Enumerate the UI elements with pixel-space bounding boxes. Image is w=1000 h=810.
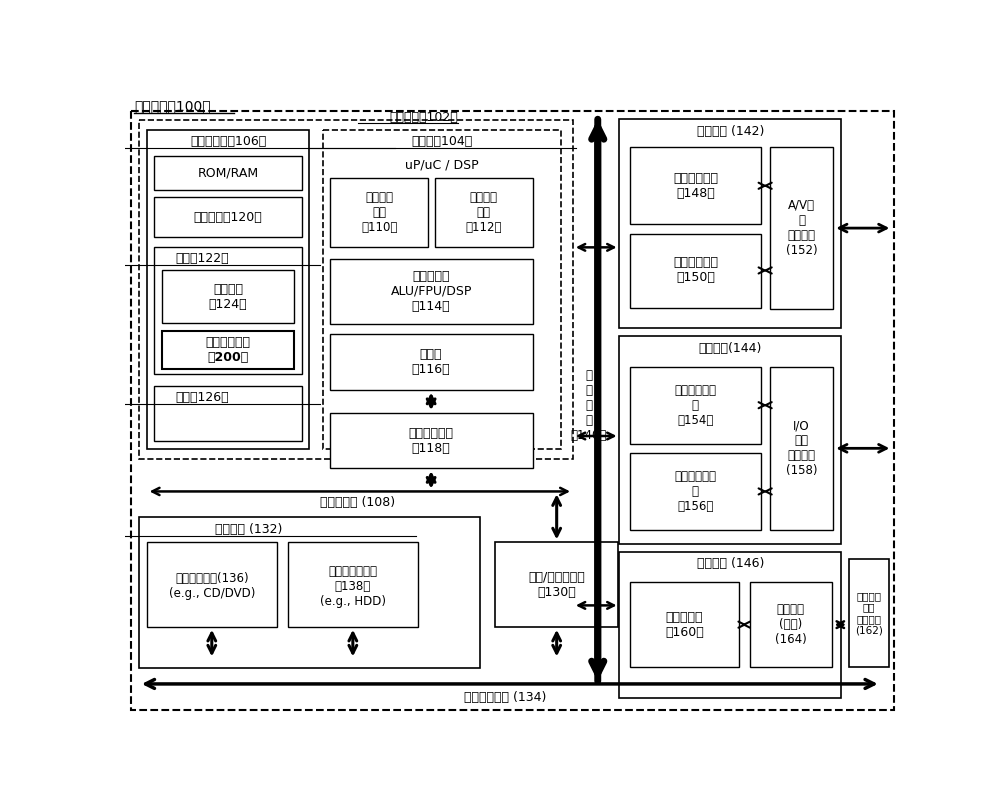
Bar [162, 330, 294, 369]
Bar [154, 386, 302, 441]
Text: 系统存储器（106）: 系统存储器（106） [190, 135, 266, 148]
Bar [330, 178, 428, 247]
Bar [288, 542, 418, 627]
Bar [619, 552, 841, 697]
Bar [619, 119, 841, 328]
Bar [330, 259, 533, 324]
Text: 其他应用
（124）: 其他应用 （124） [209, 284, 247, 311]
Text: 图像处理单元
（148）: 图像处理单元 （148） [673, 172, 718, 200]
Text: 输出设备 (142): 输出设备 (142) [697, 126, 764, 139]
Text: 基本配置（102）: 基本配置（102） [390, 111, 458, 124]
Text: 接
口
总
线
（140）: 接 口 总 线 （140） [570, 369, 607, 441]
Bar [630, 147, 761, 224]
Text: 总线/接口控制器
（130）: 总线/接口控制器 （130） [528, 570, 585, 599]
Text: 操作系统（120）: 操作系统（120） [194, 211, 262, 224]
Bar [154, 156, 302, 190]
Text: 寄存器
（116）: 寄存器 （116） [412, 348, 450, 376]
Text: 存储器总线 (108): 存储器总线 (108) [320, 497, 395, 509]
Bar [330, 413, 533, 468]
Bar [619, 336, 841, 544]
Text: I/O
端口
（多个）
(158): I/O 端口 （多个） (158) [786, 420, 817, 477]
Bar [147, 542, 277, 627]
Bar [630, 234, 761, 308]
Bar [139, 121, 573, 459]
Text: 二级高速
缓存
（112）: 二级高速 缓存 （112） [466, 191, 502, 234]
Bar [750, 582, 832, 667]
Text: 应用（122）: 应用（122） [176, 253, 229, 266]
Text: 外设接口(144): 外设接口(144) [699, 342, 762, 355]
Bar [630, 453, 761, 530]
Text: uP/uC / DSP: uP/uC / DSP [405, 159, 479, 172]
Text: 处理器核心
ALU/FPU/DSP
（114）: 处理器核心 ALU/FPU/DSP （114） [390, 270, 472, 313]
Bar [147, 130, 309, 449]
Text: 不可移除储存器
（138）
(e.g., HDD): 不可移除储存器 （138） (e.g., HDD) [320, 565, 386, 608]
Bar [770, 367, 833, 530]
Bar [630, 582, 739, 667]
Bar [435, 178, 533, 247]
Text: 储存设备 (132): 储存设备 (132) [215, 523, 283, 536]
Bar [154, 247, 302, 374]
Text: 通信设备 (146): 通信设备 (146) [697, 557, 764, 570]
Text: 串行接口控制
器
（154）: 串行接口控制 器 （154） [674, 384, 716, 427]
Bar [770, 147, 833, 309]
Bar [330, 335, 533, 390]
Bar [162, 271, 294, 323]
Text: 处理器（104）: 处理器（104） [411, 135, 473, 148]
Bar [630, 367, 761, 444]
Text: 网络控制器
（160）: 网络控制器 （160） [665, 611, 704, 638]
Text: ROM/RAM: ROM/RAM [198, 166, 259, 179]
Text: 计算设备（100）: 计算设备（100） [134, 100, 211, 113]
Bar [154, 198, 302, 237]
Text: 并行接口控制
器
（156）: 并行接口控制 器 （156） [674, 470, 716, 513]
Text: A/V端
口
（多个）
(152): A/V端 口 （多个） (152) [786, 199, 817, 257]
Text: 一级高速
缓存
（110）: 一级高速 缓存 （110） [361, 191, 397, 234]
Text: 存储器控制器
（118）: 存储器控制器 （118） [409, 427, 454, 454]
Text: 通信端口
(多个)
(164): 通信端口 (多个) (164) [775, 603, 807, 646]
Text: 数据（126）: 数据（126） [176, 391, 229, 404]
Text: 图像分割应用
（200）: 图像分割应用 （200） [206, 336, 251, 364]
Bar [323, 130, 561, 449]
Bar [139, 517, 480, 667]
Text: 可移除储存器(136)
(e.g., CD/DVD): 可移除储存器(136) (e.g., CD/DVD) [169, 572, 255, 600]
Bar [849, 559, 889, 667]
Text: 音频处理单元
（150）: 音频处理单元 （150） [673, 257, 718, 284]
Text: 储存接口总线 (134): 储存接口总线 (134) [464, 691, 546, 704]
Bar [495, 542, 618, 627]
Text: 其他计算
设备
（多个）
(162): 其他计算 设备 （多个） (162) [855, 590, 883, 636]
